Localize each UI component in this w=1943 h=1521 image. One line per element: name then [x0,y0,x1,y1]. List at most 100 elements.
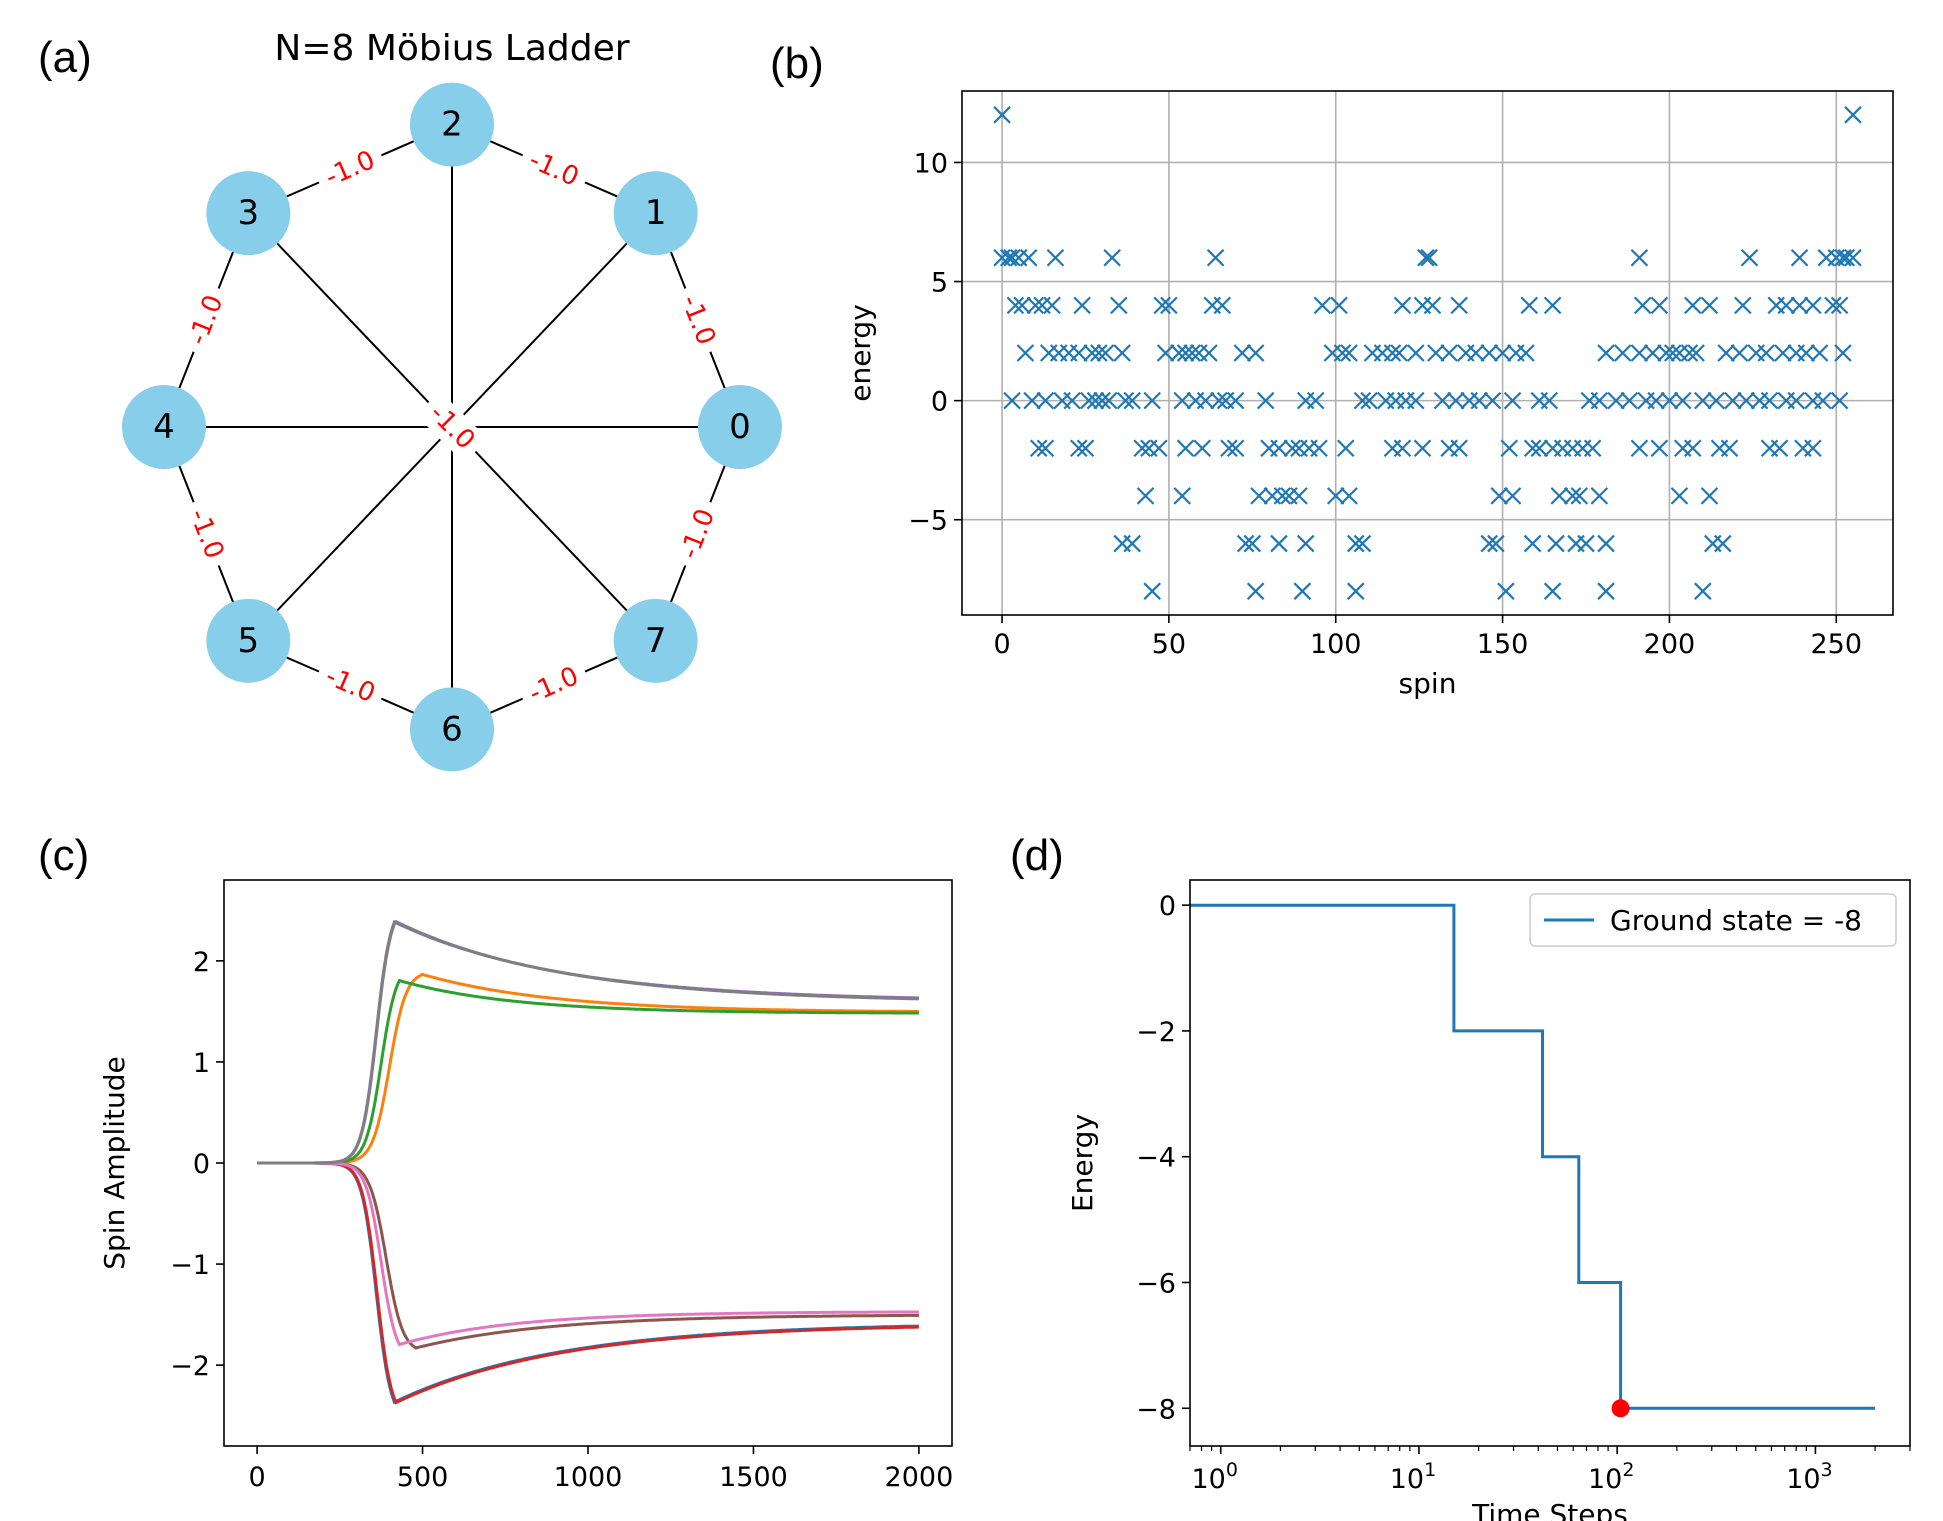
energy-step-line [1190,903,1876,1418]
scatter-point [1670,487,1689,505]
scatter-point [1487,534,1505,553]
scatter-point [1844,248,1862,267]
scatter-point [1086,391,1105,410]
scatter-point [1176,439,1195,458]
scatter-point [1026,296,1045,315]
scatter-point [1663,344,1682,362]
scatter-point [1023,391,1041,410]
edge-label-bg [312,139,389,199]
scatter-point [1450,296,1468,315]
graph-node-label-7: 7 [645,621,667,661]
scatter-point [1680,344,1699,362]
scatter-point [1810,344,1829,362]
scatter-point [1226,439,1245,458]
scatter-point [1036,439,1055,458]
scatter-point [1700,296,1719,315]
scatter-point [1804,296,1822,315]
scatter-point [1550,487,1569,505]
scatter-point [1103,248,1121,267]
scatter-point [1310,439,1328,458]
scatter-point [1480,534,1499,553]
x-tick-label: 1000 [554,1462,623,1493]
scatter-point [1483,391,1502,410]
scatter-point [1290,487,1308,505]
scatter-point [1029,439,1048,458]
scatter-point [1206,248,1225,267]
y-tick-label: −5 [908,506,948,537]
scatter-point [1597,344,1615,362]
scatter-point [1700,487,1719,505]
scatter-point [1246,344,1265,362]
y-tick-label: 0 [1159,891,1176,922]
edge-label-bg [669,496,727,572]
scatter-point [1093,391,1111,410]
scatter-point [1467,344,1485,362]
scatter-point [1450,439,1468,458]
x-tick-label: 0 [248,1462,265,1493]
x-tick-label: 100 [1310,629,1362,660]
legend-label: Ground state = -8 [1610,904,1862,937]
scatter-point [1226,391,1245,410]
scatter-point [1694,391,1712,410]
scatter-point [1100,391,1118,410]
scatter-point [1844,106,1862,124]
energy-time-frame [1189,879,1911,1447]
scatter-point [1590,391,1609,410]
scatter-point [1797,344,1816,362]
scatter-point [1530,439,1549,458]
graph-node-label-6: 6 [441,709,463,749]
spin-series-7 [257,919,919,1165]
scatter-point [1143,582,1161,600]
scatter-point [1570,487,1589,505]
scatter-point [1707,391,1725,410]
scatter-point [1517,344,1535,362]
scatter-point [1006,296,1025,315]
scatter-point [1346,582,1365,600]
graph-node-6 [410,687,494,772]
x-tick-label: 500 [397,1462,449,1493]
scatter-point [1724,391,1742,410]
scatter-point [1153,296,1171,315]
scatter-point [1814,391,1832,410]
scatter-point [1770,439,1789,458]
spin-series-5 [257,1161,919,1350]
graph-node-5 [206,598,291,683]
energy-step-path [1190,903,1876,1410]
scatter-point [1647,391,1665,410]
scatter-point [1013,296,1031,315]
scatter-point [1547,534,1565,553]
y-tick-label: −2 [170,1351,210,1382]
scatter-point [1520,296,1539,315]
scatter-point [1176,344,1195,362]
spin-series-0 [257,1161,919,1405]
scatter-point [1737,391,1755,410]
scatter-point [1540,391,1559,410]
scatter-point [1246,582,1265,600]
scatter-point [1583,439,1602,458]
panel-d-label: (d) [1010,831,1064,880]
scatter-point [1480,344,1499,362]
scatter-point [1660,391,1679,410]
scatter-point [1590,487,1609,505]
scatter-point [1630,439,1649,458]
scatter-points [993,106,1862,600]
scatter-point [1804,439,1822,458]
scatter-point [1096,344,1115,362]
edge-label-bg [415,390,489,464]
scatter-point [1790,248,1809,267]
scatter-point [1110,296,1128,315]
scatter-point [1490,487,1509,505]
mobius-ladder-graph: N=8 Möbius Ladder -1.0-1.0-1.0-1.0-1.0-1… [122,28,782,772]
x-tick-label: 200 [1644,629,1696,660]
scatter-point [1407,344,1425,362]
edge-label-bg [515,655,592,715]
scatter-point [1757,344,1775,362]
y-tick-label: 1 [193,1048,210,1079]
graph-node-2 [410,82,494,167]
scatter-point [1470,391,1488,410]
scatter-point [1036,391,1055,410]
scatter-point [1063,391,1081,410]
energy-legend: Ground state = -8 [1529,893,1897,947]
scatter-point [1043,296,1061,315]
